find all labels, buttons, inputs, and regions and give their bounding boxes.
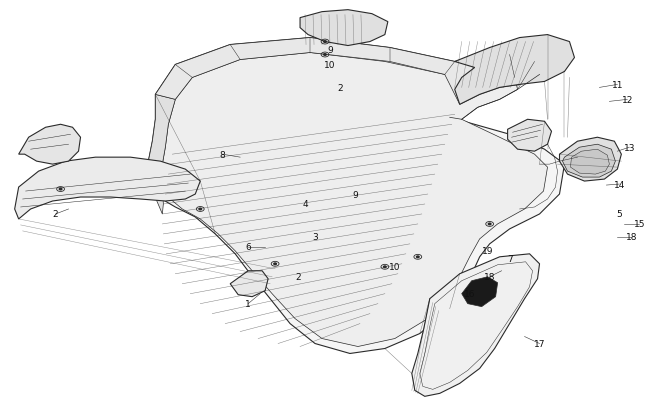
Text: 10: 10 [324,61,336,70]
Polygon shape [300,11,388,47]
Polygon shape [455,36,575,105]
Polygon shape [508,120,551,152]
Text: 18: 18 [625,233,637,242]
Text: 13: 13 [623,143,635,152]
Text: 16: 16 [464,290,475,298]
Polygon shape [230,271,268,297]
Polygon shape [571,150,610,175]
Circle shape [199,209,202,210]
Text: 3: 3 [312,233,318,242]
Text: 14: 14 [614,180,625,189]
Circle shape [417,256,419,258]
Polygon shape [560,138,621,181]
Text: 4: 4 [302,200,308,209]
Polygon shape [155,38,540,105]
Text: 17: 17 [534,339,545,348]
Polygon shape [15,158,200,220]
Polygon shape [19,125,81,165]
Text: 8: 8 [219,150,225,159]
Text: 7: 7 [507,255,512,264]
Text: 6: 6 [245,243,251,252]
Circle shape [324,42,326,43]
Circle shape [274,263,276,265]
Circle shape [324,55,326,56]
Text: 2: 2 [53,210,58,219]
Text: 18: 18 [484,273,495,281]
Text: 11: 11 [612,81,623,90]
Polygon shape [462,277,498,307]
Circle shape [384,266,386,268]
Text: 15: 15 [634,220,645,229]
Polygon shape [148,95,176,214]
Polygon shape [162,53,547,347]
Text: 19: 19 [482,247,493,256]
Text: 10: 10 [389,262,400,272]
Text: 2: 2 [337,84,343,93]
Polygon shape [148,38,564,354]
Text: 9: 9 [352,190,358,199]
Polygon shape [562,145,616,178]
Text: 9: 9 [327,46,333,55]
Circle shape [488,224,491,225]
Text: 12: 12 [621,96,633,104]
Text: 2: 2 [295,273,301,281]
Polygon shape [412,254,540,396]
Circle shape [59,189,62,190]
Text: 5: 5 [616,210,622,219]
Text: 1: 1 [245,299,251,308]
